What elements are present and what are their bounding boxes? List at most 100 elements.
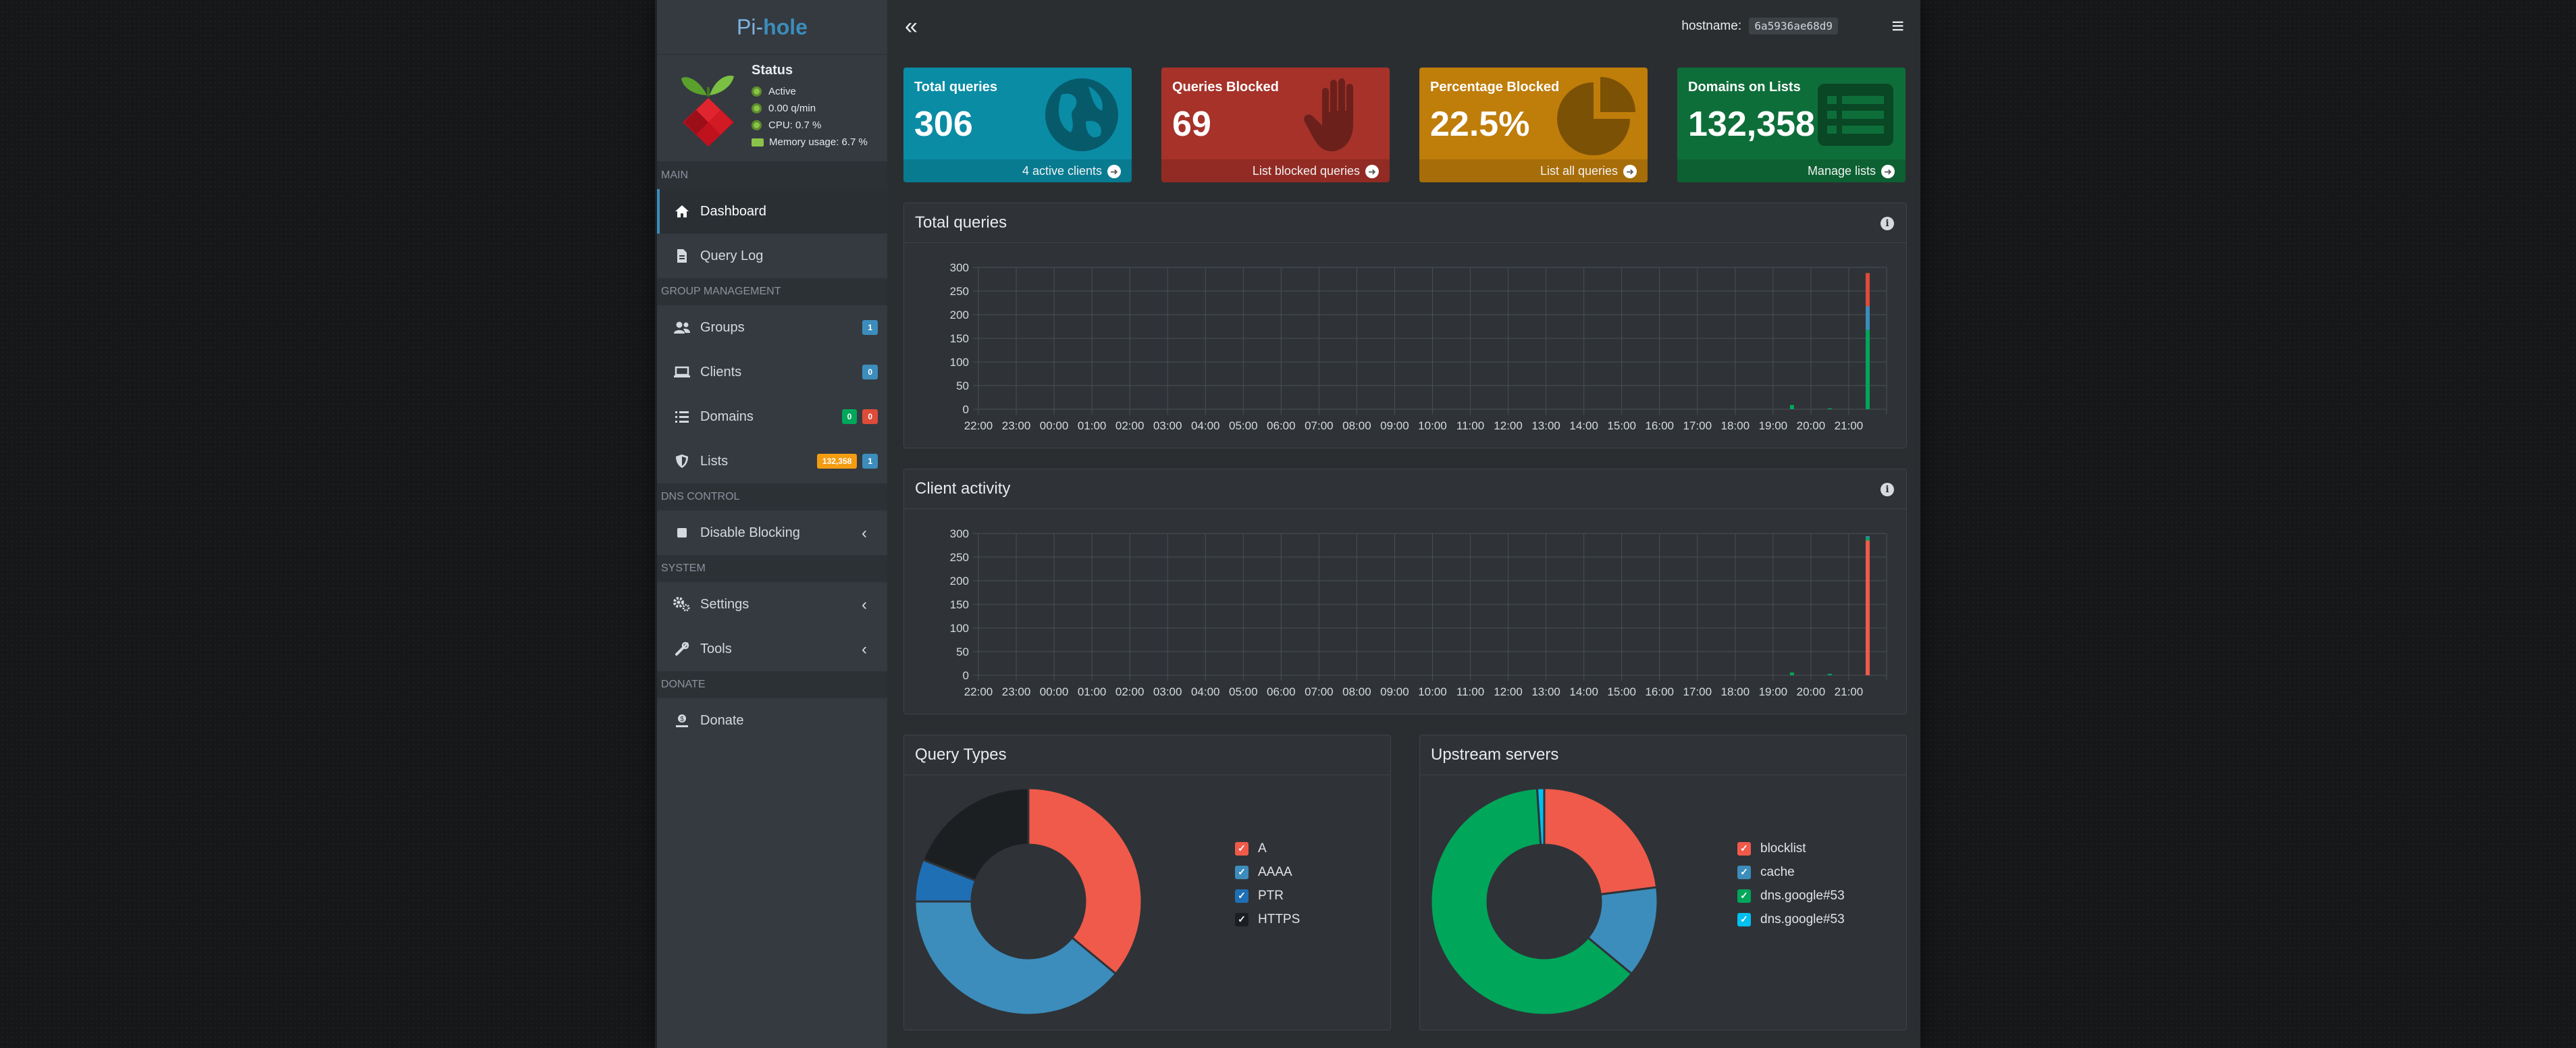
- sidebar-item-groups[interactable]: Groups 1: [657, 305, 887, 350]
- legend-item[interactable]: ✓ HTTPS: [1235, 908, 1300, 931]
- x-tick-label: 09:00: [1380, 419, 1409, 432]
- stop-icon: [673, 524, 691, 542]
- x-tick-label: 05:00: [1229, 419, 1258, 432]
- checkbox-icon[interactable]: ✓: [1235, 889, 1248, 903]
- tools-icon: [673, 640, 691, 658]
- brand-logo-text[interactable]: Pi-hole: [657, 0, 887, 55]
- y-tick-label: 50: [956, 646, 969, 658]
- pie-slice[interactable]: [1429, 787, 1633, 1016]
- bar[interactable]: [1865, 273, 1870, 307]
- legend-item[interactable]: ✓ cache: [1737, 860, 1845, 884]
- x-tick-label: 07:00: [1305, 419, 1334, 432]
- y-tick-label: 100: [950, 622, 969, 635]
- x-tick-label: 21:00: [1835, 419, 1864, 432]
- x-tick-label: 02:00: [1115, 419, 1145, 432]
- card-footer-link[interactable]: List blocked queries ➜: [1161, 159, 1390, 182]
- card-footer-link[interactable]: List all queries ➜: [1419, 159, 1648, 182]
- bar[interactable]: [1865, 306, 1870, 330]
- card-value: 69: [1172, 105, 1211, 144]
- client-activity-chart[interactable]: 0 50 100 150 200 250 300 22:00 23:00 00:00 01:00 02…: [904, 509, 1906, 713]
- legend-item[interactable]: ✓ dns.google#53: [1737, 884, 1845, 908]
- sidebar-item-disable-blocking[interactable]: Disable Blocking ‹: [657, 510, 887, 555]
- pie-slice[interactable]: [914, 900, 1118, 1016]
- y-tick-label: 0: [963, 669, 969, 682]
- info-icon[interactable]: i: [1881, 483, 1894, 496]
- collapse-sidebar-button[interactable]: «: [905, 14, 918, 39]
- circle-icon: [752, 120, 762, 130]
- section-main: MAIN: [657, 162, 887, 189]
- status-lines: Active 0.00 q/min CPU: 0.7 % Memory usag…: [752, 83, 868, 151]
- y-tick-label: 300: [950, 527, 969, 540]
- legend-label: blocklist: [1760, 841, 1806, 856]
- donate-icon: $: [673, 712, 691, 729]
- sidebar-item-domains[interactable]: Domains 0 0: [657, 394, 887, 439]
- bar[interactable]: [1865, 536, 1870, 538]
- x-tick-label: 17:00: [1683, 419, 1712, 432]
- upstream-servers-chart[interactable]: [1420, 777, 1663, 1027]
- total-queries-box: Total queries i 0 50 100 150 200 250 300 22:00 23…: [903, 203, 1907, 448]
- pie-slice[interactable]: [1543, 787, 1658, 896]
- query-types-chart[interactable]: [904, 777, 1147, 1027]
- bar[interactable]: [1865, 330, 1870, 409]
- bar[interactable]: [1865, 538, 1870, 541]
- x-tick-label: 06:00: [1267, 419, 1296, 432]
- pie-slice[interactable]: [1027, 787, 1143, 976]
- status-cpu-text: CPU: 0.7 %: [768, 120, 822, 131]
- y-tick-label: 150: [950, 598, 969, 611]
- legend-item[interactable]: ✓ A: [1235, 837, 1300, 860]
- sidebar-item-query-log[interactable]: Query Log: [657, 234, 887, 278]
- home-icon: [673, 203, 691, 220]
- domains-denied-badge: 0: [862, 409, 878, 424]
- bar[interactable]: [1789, 404, 1794, 409]
- pie-slice[interactable]: [1535, 787, 1546, 846]
- legend-item[interactable]: ✓ AAAA: [1235, 860, 1300, 884]
- card-footer-link[interactable]: Manage lists ➜: [1677, 159, 1905, 182]
- checkbox-icon[interactable]: ✓: [1737, 912, 1751, 926]
- checkbox-icon[interactable]: ✓: [1737, 889, 1751, 903]
- total-queries-chart[interactable]: 0 50 100 150 200 250 300 22:00 23:00 00:00 01:00 02…: [904, 243, 1906, 447]
- sidebar-item-settings[interactable]: Settings ‹: [657, 582, 887, 627]
- sidebar-item-donate[interactable]: $ Donate: [657, 698, 887, 743]
- x-tick-label: 15:00: [1607, 685, 1636, 698]
- sidebar-item-label: Domains: [700, 409, 754, 424]
- checkbox-icon[interactable]: ✓: [1235, 865, 1248, 879]
- legend-item[interactable]: ✓ blocklist: [1737, 837, 1845, 860]
- y-tick-label: 250: [950, 551, 969, 564]
- x-tick-label: 03:00: [1153, 419, 1182, 432]
- bar[interactable]: [1827, 673, 1832, 675]
- info-icon[interactable]: i: [1881, 217, 1894, 230]
- x-tick-label: 10:00: [1418, 685, 1447, 698]
- checkbox-icon[interactable]: ✓: [1737, 865, 1751, 879]
- chevron-left-icon[interactable]: ‹: [862, 640, 867, 658]
- x-tick-label: 11:00: [1456, 685, 1484, 698]
- legend-item[interactable]: ✓ PTR: [1235, 884, 1300, 908]
- menu-toggle-button[interactable]: ≡: [1891, 14, 1904, 38]
- y-tick-label: 150: [950, 332, 969, 345]
- bar[interactable]: [1789, 672, 1794, 675]
- y-tick-label: 200: [950, 309, 969, 321]
- pie-slice[interactable]: [921, 787, 1030, 883]
- checkbox-icon[interactable]: ✓: [1737, 841, 1751, 856]
- gears-icon: [673, 596, 691, 613]
- sidebar-item-dashboard[interactable]: Dashboard: [657, 189, 887, 234]
- x-tick-label: 19:00: [1759, 419, 1788, 432]
- sidebar-item-tools[interactable]: Tools ‹: [657, 627, 887, 671]
- box-title: Upstream servers: [1431, 745, 1559, 764]
- card-footer-link[interactable]: 4 active clients ➜: [903, 159, 1132, 182]
- chevron-left-icon[interactable]: ‹: [862, 524, 867, 542]
- card-value: 306: [914, 105, 973, 144]
- x-tick-label: 16:00: [1645, 685, 1674, 698]
- x-tick-label: 08:00: [1342, 685, 1371, 698]
- checkbox-icon[interactable]: ✓: [1235, 841, 1248, 856]
- sidebar-item-clients[interactable]: Clients 0: [657, 350, 887, 394]
- x-tick-label: 04:00: [1191, 685, 1220, 698]
- sidebar-item-label: Clients: [700, 364, 742, 379]
- sidebar-item-label: Settings: [700, 596, 750, 612]
- checkbox-icon[interactable]: ✓: [1235, 912, 1248, 926]
- legend-item[interactable]: ✓ dns.google#53: [1737, 908, 1845, 931]
- bar[interactable]: [1865, 540, 1870, 676]
- arrow-circle-right-icon: ➜: [1881, 165, 1895, 179]
- chevron-left-icon[interactable]: ‹: [862, 596, 867, 614]
- lists-domains-badge: 132,358: [816, 454, 858, 469]
- sidebar-item-lists[interactable]: Lists 132,358 1: [657, 439, 887, 483]
